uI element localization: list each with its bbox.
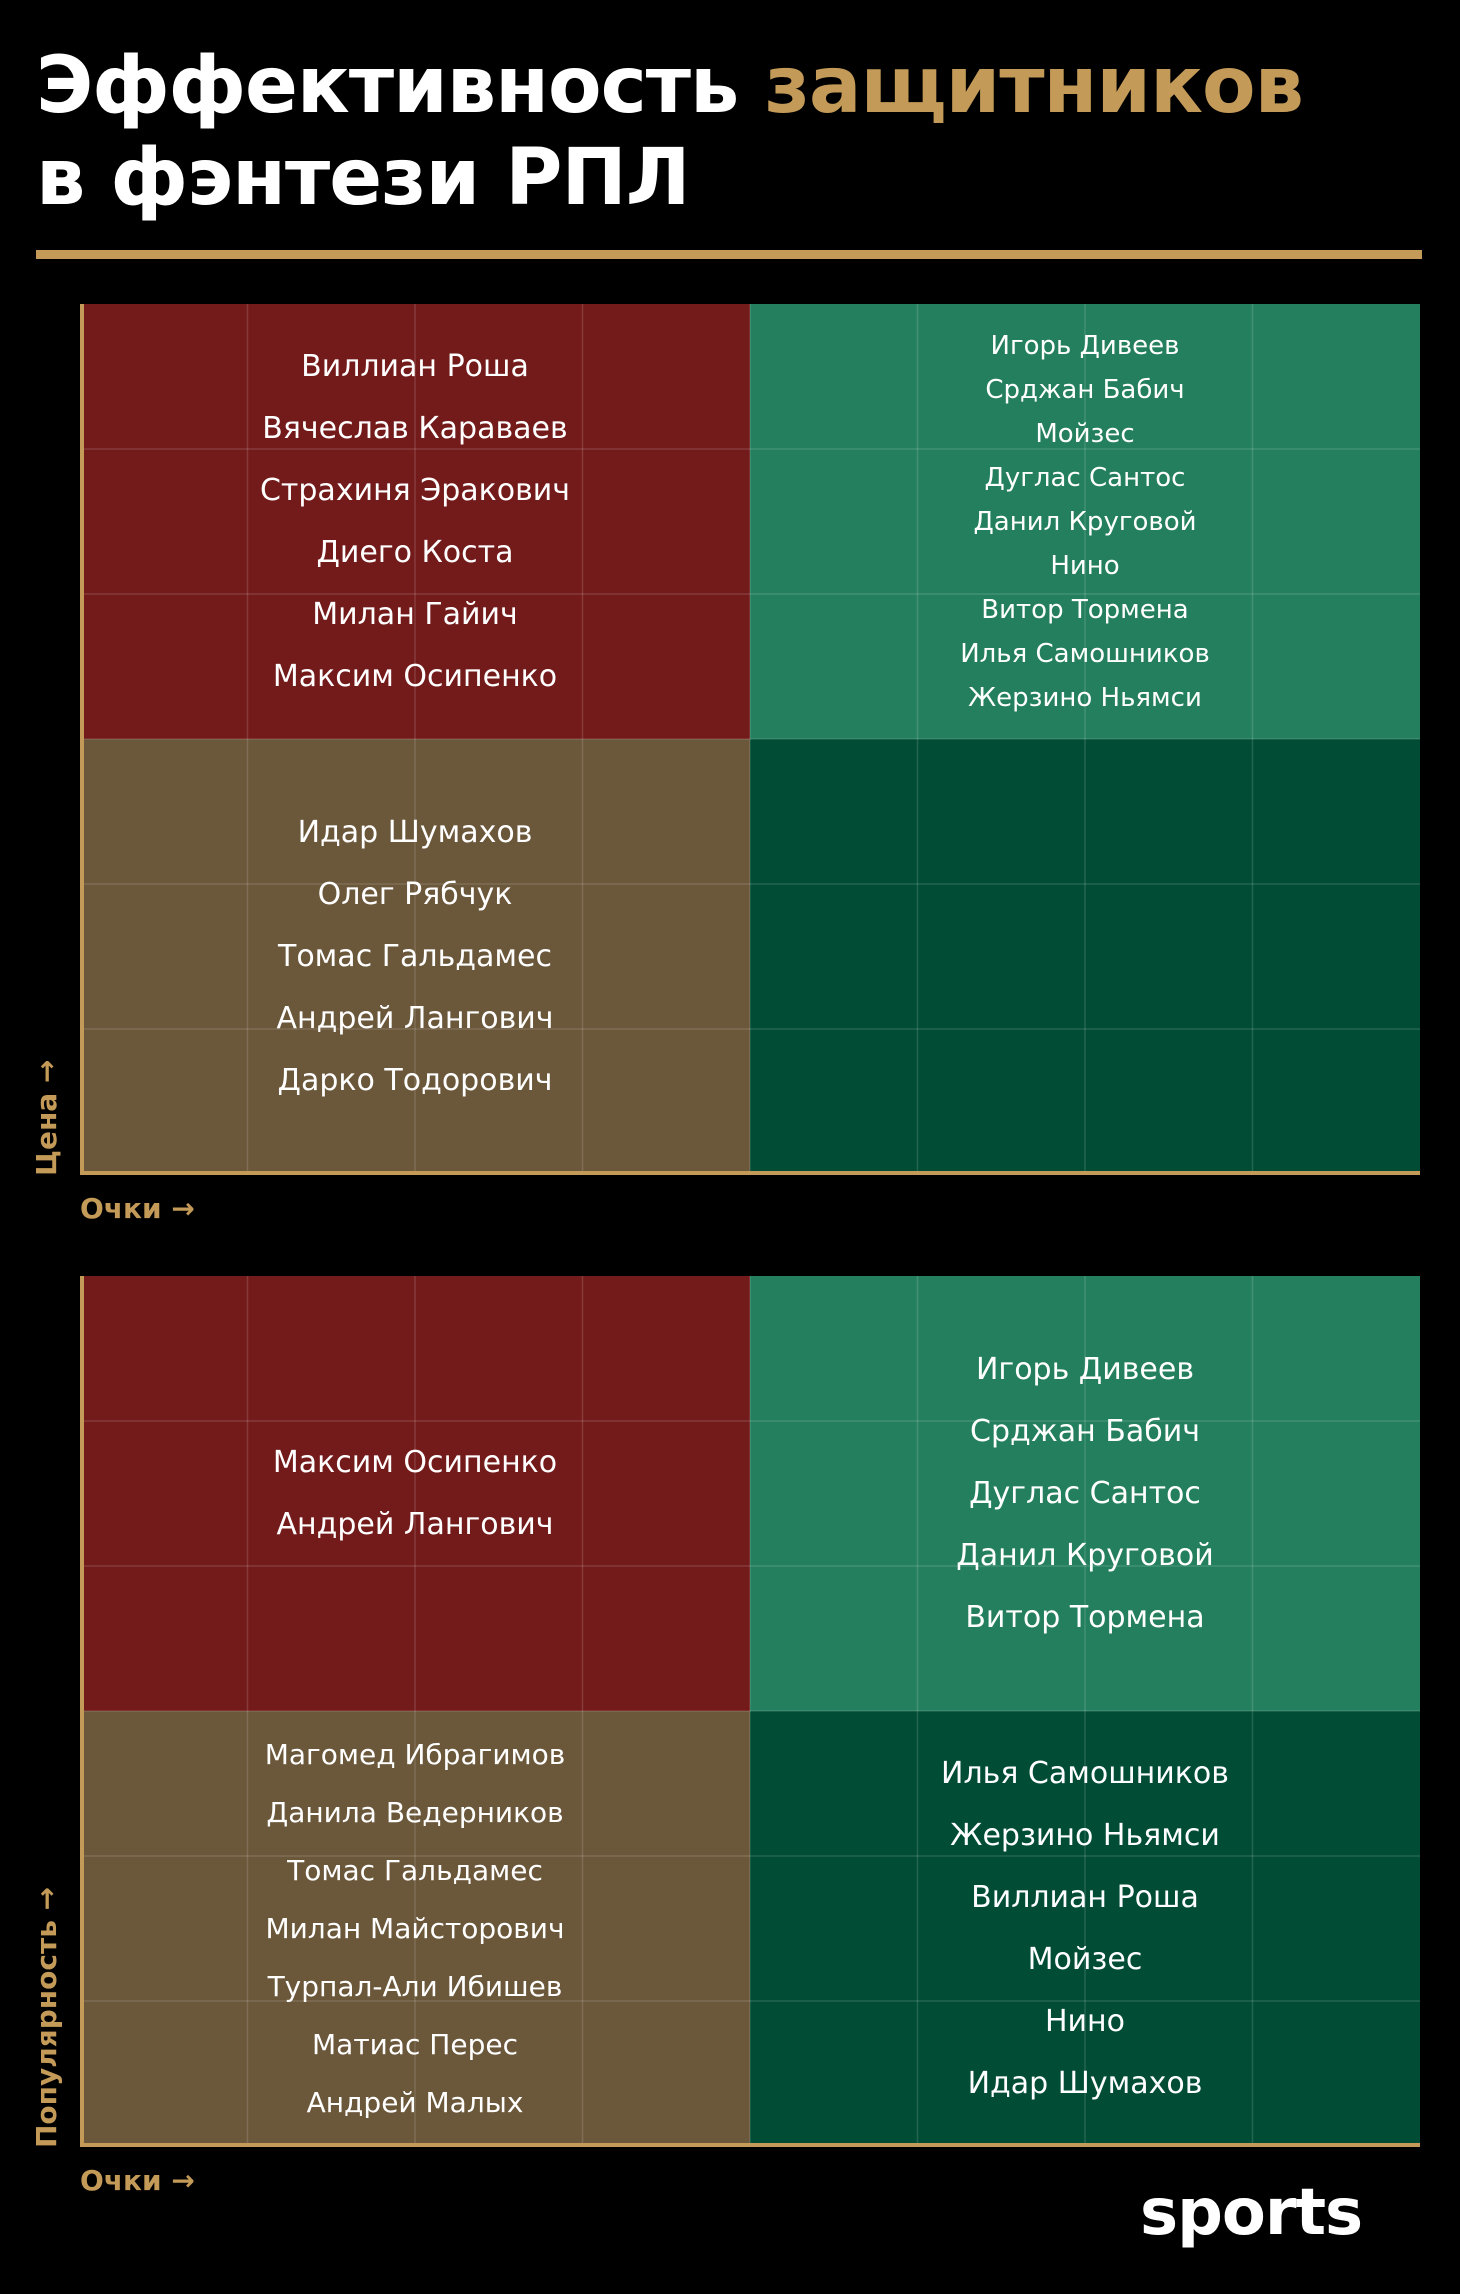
player-name: Дарко Тодорович [277,1062,553,1098]
player-name: Витор Тормена [981,594,1189,625]
player-name: Игорь Дивеев [975,1351,1195,1387]
x-axis [80,2143,1420,2147]
player-list [750,739,1420,1174]
player-name: Милан Майсторович [265,1911,565,1945]
y-axis [80,1276,84,2146]
sports-logo: sports [1140,2176,1363,2250]
player-name: Срджан Бабич [985,374,1185,405]
player-name: Турпал-Али Ибишев [267,1969,563,2003]
player-list: Илья Самошников Жерзино Ньямси Виллиан Рош… [750,1711,1420,2146]
player-name: Илья Самошников [960,638,1210,669]
x-axis-label: Очки → [80,2164,195,2197]
quadrant-top-left: Виллиан Роша Вячеслав Караваев Страхиня Эр… [80,304,750,739]
player-name: Андрей Лангович [276,1506,554,1542]
player-name: Магомед Ибрагимов [264,1737,566,1771]
player-name: Томас Гальдамес [287,1853,543,1887]
y-axis-label: Цена → [30,1059,63,1176]
quadrant-top-right: Игорь Дивеев Срджан Бабич Мойзес Дуглас Сан… [750,304,1420,739]
player-list: Идар Шумахов Олег Рябчук Томас Гальдамес Ан… [80,739,750,1174]
player-name: Виллиан Роша [971,1879,1199,1915]
player-list: Виллиан Роша Вячеслав Караваев Страхиня Эр… [80,304,750,739]
player-name: Диего Коста [316,534,514,570]
player-list: Игорь Дивеев Срджан Бабич Мойзес Дуглас Сан… [750,304,1420,739]
player-name: Игорь Дивеев [990,330,1180,361]
x-axis [80,1171,1420,1175]
player-name: Милан Гайич [312,596,518,632]
player-name: Виллиан Роша [301,348,529,384]
player-name: Данил Круговой [973,506,1197,537]
player-name: Страхиня Эракович [259,472,571,508]
player-list: Игорь Дивеев Срджан Бабич Дуглас Сантос Дан… [750,1276,1420,1711]
title-divider [36,250,1422,259]
player-name: Дуглас Сантос [969,1475,1201,1511]
quadrant-bottom-right [750,739,1420,1174]
player-name: Максим Осипенко [272,1444,558,1480]
player-list: Магомед Ибрагимов Данила Ведерников Томас … [80,1711,750,2146]
player-list: Максим Осипенко Андрей Лангович [80,1276,750,1711]
player-name: Андрей Лангович [276,1000,554,1036]
player-name: Данил Круговой [956,1537,1214,1573]
page-title: Эффективность защитников в фэнтези РПЛ [36,40,1304,224]
player-name: Нино [1044,2003,1126,2039]
chart-price-vs-points: Виллиан Роша Вячеслав Караваев Страхиня Эр… [80,304,1420,1175]
player-name: Матиас Перес [312,2027,518,2061]
y-axis-label: Популярность → [30,1886,63,2148]
player-name: Идар Шумахов [967,2065,1203,2101]
quadrant-top-right: Игорь Дивеев Срджан Бабич Дуглас Сантос Дан… [750,1276,1420,1711]
player-name: Идар Шумахов [297,814,533,850]
player-name: Данила Ведерников [266,1795,564,1829]
player-name: Мойзес [1027,1941,1143,1977]
player-name: Илья Самошников [941,1755,1229,1791]
player-name: Вячеслав Караваев [262,410,568,446]
player-name: Жерзино Ньямси [968,682,1202,713]
quadrant-bottom-right: Илья Самошников Жерзино Ньямси Виллиан Рош… [750,1711,1420,2146]
player-name: Олег Рябчук [317,876,513,912]
player-name: Мойзес [1035,418,1135,449]
player-name: Томас Гальдамес [278,938,552,974]
y-axis [80,304,84,1174]
player-name: Срджан Бабич [970,1413,1200,1449]
quadrant-bottom-left: Идар Шумахов Олег Рябчук Томас Гальдамес Ан… [80,739,750,1174]
player-name: Максим Осипенко [272,658,558,694]
title-part1: Эффективность [36,41,765,131]
player-name: Витор Тормена [965,1599,1205,1635]
chart-popularity-vs-points: Максим Осипенко Андрей Лангович Игорь Див… [80,1276,1420,2147]
quadrant-bottom-left: Магомед Ибрагимов Данила Ведерников Томас … [80,1711,750,2146]
x-axis-label: Очки → [80,1192,195,1225]
player-name: Нино [1050,550,1120,581]
player-name: Дуглас Сантос [984,462,1186,493]
player-name: Андрей Малых [306,2085,524,2119]
player-name: Жерзино Ньямси [950,1817,1220,1853]
quadrant-top-left: Максим Осипенко Андрей Лангович [80,1276,750,1711]
title-accent: защитников [764,41,1304,131]
title-line2: в фэнтези РПЛ [36,133,691,223]
